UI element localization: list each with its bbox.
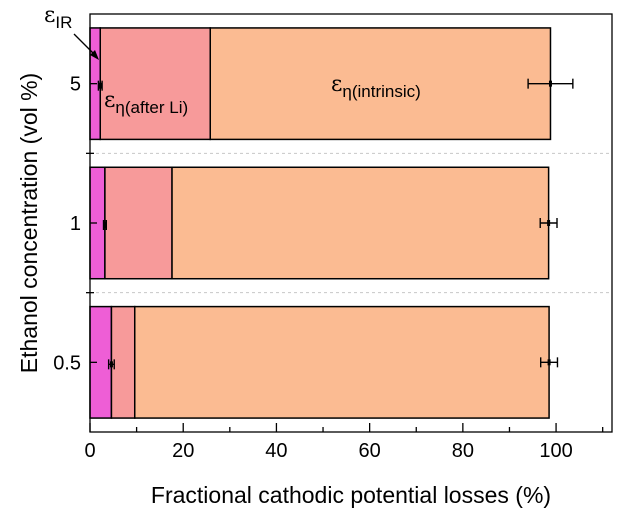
x-tick-label: 40 — [265, 440, 287, 462]
x-tick-label: 80 — [452, 440, 474, 462]
annotation-epsilon-ir: εIR — [44, 3, 72, 32]
x-tick-label: 100 — [539, 440, 572, 462]
bar-0_5-segment-2 — [133, 305, 550, 419]
x-tick-label: 20 — [172, 440, 194, 462]
annotation-arrow — [73, 33, 99, 60]
error-bar-0_5-total — [539, 357, 559, 368]
annotation-epsilon-after-li: εη(after Li) — [104, 88, 188, 117]
bar-segments — [89, 27, 552, 419]
y-tick-label: 0.5 — [53, 352, 81, 374]
annotation-epsilon-intrinsic: εη(intrinsic) — [331, 72, 421, 101]
x-tick-label: 0 — [84, 440, 95, 462]
error-bar-1-ir — [102, 220, 108, 230]
x-tick-label: 60 — [359, 440, 381, 462]
category-separators — [90, 152, 612, 294]
y-axis-ticks: 510.5 — [53, 74, 97, 374]
bar-1-segment-1 — [104, 166, 173, 280]
bar-1-segment-2 — [171, 166, 550, 280]
error-bar-5-ir — [97, 80, 103, 91]
error-bar-0_5-ir — [107, 359, 115, 370]
bar-5-segment-1 — [99, 27, 211, 141]
y-axis-title: Ethanol concentration (vol %) — [16, 73, 42, 373]
x-axis-ticks: 0 20 40 60 80 100 — [84, 423, 604, 462]
error-bar-5-total — [527, 78, 574, 89]
y-tick-label: 1 — [70, 213, 81, 235]
x-axis-title: Fractional cathodic potential losses (%) — [151, 482, 551, 508]
error-bars — [97, 78, 574, 370]
y-tick-label: 5 — [70, 74, 81, 96]
error-bar-1-total — [539, 218, 558, 228]
